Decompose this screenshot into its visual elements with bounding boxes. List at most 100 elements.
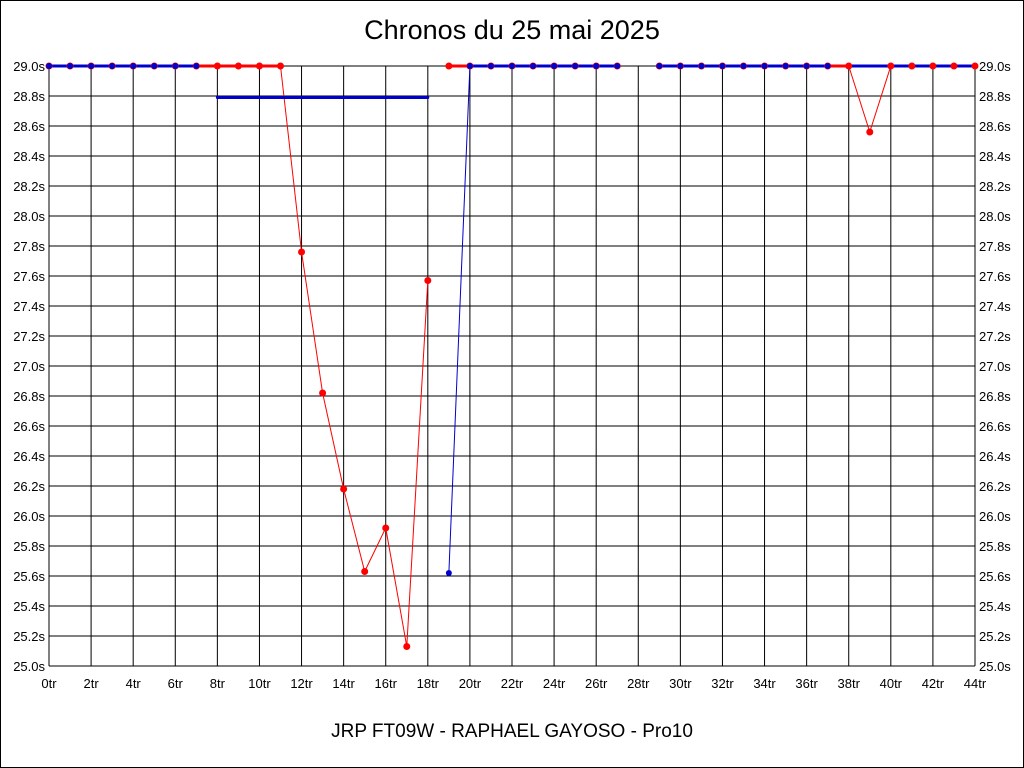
y-tick-label-left: 25.6s <box>13 569 45 584</box>
y-tick-label-right: 27.2s <box>979 329 1011 344</box>
x-tick-label: 20tr <box>459 676 482 691</box>
series-0-line-segment <box>301 251 324 394</box>
series-1-point <box>719 63 726 69</box>
x-tick-label: 24tr <box>543 676 566 691</box>
chart-title: Chronos du 25 mai 2025 <box>364 15 660 45</box>
x-tick-label: 26tr <box>585 676 608 691</box>
y-tick-label-left: 27.4s <box>13 299 45 314</box>
y-tick-label-right: 28.8s <box>979 89 1011 104</box>
y-tick-label-left: 26.2s <box>13 479 45 494</box>
y-tick-label-left: 28.6s <box>13 119 45 134</box>
y-tick-label-left: 28.8s <box>13 89 45 104</box>
series-0-point <box>950 62 958 70</box>
y-tick-label-left: 25.2s <box>13 629 45 644</box>
series-1-point <box>151 63 158 69</box>
y-tick-label-left: 27.0s <box>13 359 45 374</box>
y-tick-label-right: 25.2s <box>979 629 1011 644</box>
x-tick-label: 30tr <box>669 676 692 691</box>
x-tick-label: 32tr <box>711 676 734 691</box>
y-tick-label-left: 28.0s <box>13 209 45 224</box>
y-tick-label-right: 27.4s <box>979 299 1011 314</box>
series-0-line-segment <box>280 65 303 253</box>
series-1-point <box>761 63 768 69</box>
series-1-point <box>593 63 600 69</box>
series-layer <box>45 62 979 650</box>
y-tick-label-right: 26.0s <box>979 509 1011 524</box>
series-0-point <box>866 128 874 136</box>
series-1-point <box>803 63 810 69</box>
series-0-point <box>298 248 306 256</box>
series-1-point <box>551 63 558 69</box>
series-0-point <box>319 389 327 397</box>
series-0-point <box>234 62 242 70</box>
x-tick-label: 38tr <box>838 676 861 691</box>
series-1-point <box>88 63 95 69</box>
series-0-point <box>361 568 369 575</box>
x-tick-label: 14tr <box>332 676 355 691</box>
series-0-point <box>971 62 979 70</box>
y-tick-label-left: 25.0s <box>13 659 45 674</box>
y-tick-label-right: 27.8s <box>979 239 1011 254</box>
series-1-point <box>172 63 179 69</box>
series-1-point <box>466 63 473 69</box>
y-tick-label-left: 27.8s <box>13 239 45 254</box>
x-tick-label: 12tr <box>290 676 313 691</box>
x-tick-label: 10tr <box>248 676 271 691</box>
series-1-point <box>740 63 747 69</box>
y-tick-label-left: 26.4s <box>13 449 45 464</box>
series-1-point <box>698 63 705 69</box>
x-tick-label: 44tr <box>964 676 987 691</box>
y-tick-label-left: 26.8s <box>13 389 45 404</box>
series-0-point <box>255 62 263 70</box>
series-0-point <box>382 524 390 532</box>
y-tick-label-right: 25.8s <box>979 539 1011 554</box>
x-tick-label: 0tr <box>41 676 57 691</box>
series-0-point <box>424 277 432 284</box>
series-0-point <box>445 62 453 70</box>
grid-layer <box>48 65 976 667</box>
y-tick-label-right: 28.0s <box>979 209 1011 224</box>
y-tick-label-right: 28.2s <box>979 179 1011 194</box>
series-1-point <box>530 63 537 69</box>
x-tick-label: 18tr <box>417 676 440 691</box>
y-tick-label-right: 28.4s <box>979 149 1011 164</box>
series-1-point <box>572 63 579 69</box>
y-tick-label-right: 26.8s <box>979 389 1011 404</box>
y-tick-label-left: 28.2s <box>13 179 45 194</box>
x-tick-label: 6tr <box>168 676 184 691</box>
y-tick-label-right: 27.0s <box>979 359 1011 374</box>
tick-label-layer: 0tr 2tr 4tr 6tr 8tr 10tr 12tr 14tr 16tr 18tr 20tr 2… <box>13 59 1011 691</box>
y-tick-label-left: 27.6s <box>13 269 45 284</box>
series-1-point <box>656 63 663 69</box>
series-1-point <box>487 63 494 69</box>
y-tick-label-left: 26.6s <box>13 419 45 434</box>
series-0-line-segment <box>406 280 429 647</box>
series-1-point <box>509 63 515 69</box>
series-0-point <box>929 62 937 70</box>
series-1-point <box>614 63 621 69</box>
series-1-point <box>67 63 74 69</box>
x-tick-label: 42tr <box>922 676 945 691</box>
series-0-point <box>908 62 916 70</box>
x-tick-label: 28tr <box>627 676 650 691</box>
series-1-point <box>445 570 452 576</box>
x-tick-label: 8tr <box>210 676 226 691</box>
series-0-point <box>845 62 853 70</box>
y-tick-label-right: 28.6s <box>979 119 1011 134</box>
y-tick-label-right: 25.4s <box>979 599 1011 614</box>
y-tick-label-left: 29.0s <box>13 59 45 74</box>
y-tick-label-left: 27.2s <box>13 329 45 344</box>
y-tick-label-left: 28.4s <box>13 149 45 164</box>
series-0-point <box>887 62 895 70</box>
y-tick-label-right: 26.4s <box>979 449 1011 464</box>
series-1-point <box>46 63 52 69</box>
y-tick-label-left: 25.8s <box>13 539 45 554</box>
y-tick-label-right: 29.0s <box>979 59 1011 74</box>
y-tick-label-right: 25.6s <box>979 569 1011 584</box>
x-tick-label: 36tr <box>795 676 818 691</box>
x-tick-label: 2tr <box>84 676 100 691</box>
series-0-line-segment <box>322 392 345 490</box>
y-tick-label-left: 26.0s <box>13 509 45 524</box>
